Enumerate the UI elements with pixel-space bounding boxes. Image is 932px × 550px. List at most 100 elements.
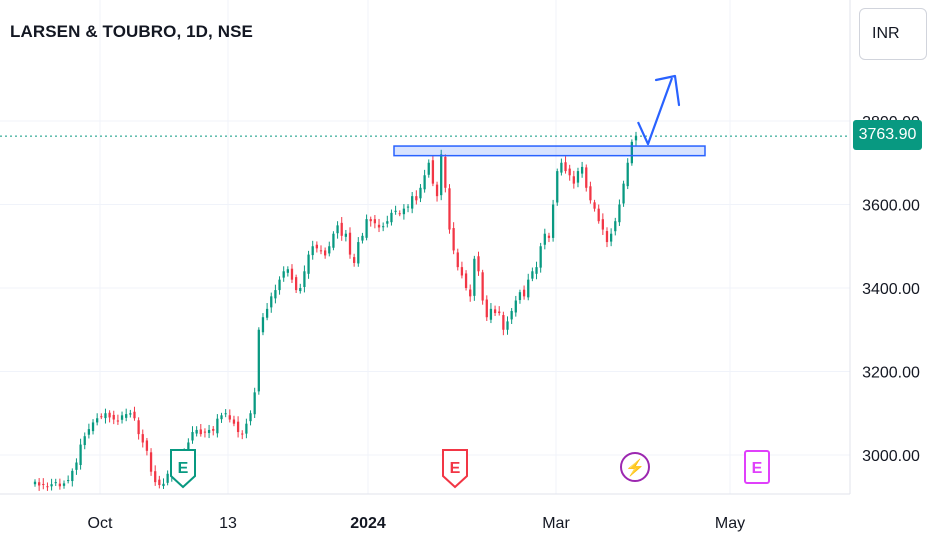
candle-body (369, 219, 372, 222)
candle-body (551, 204, 555, 238)
candle-body (609, 233, 613, 242)
candle-body (576, 171, 580, 183)
candle-body (406, 206, 410, 208)
candle-body (207, 429, 211, 434)
candle-body (630, 141, 633, 164)
candle-body (456, 252, 459, 268)
annotations-layer (0, 74, 850, 157)
candle-body (398, 213, 401, 215)
candle-body (236, 421, 240, 433)
earnings-marker-icon[interactable]: E (744, 450, 770, 484)
candle-body (493, 309, 497, 314)
candle-body (120, 415, 124, 420)
candle-body (518, 292, 522, 301)
candle-body (241, 433, 244, 435)
candle-body (411, 196, 414, 209)
candle-body (116, 420, 120, 422)
candle-body (212, 428, 215, 431)
y-tick-label: 3600.00 (862, 198, 920, 215)
candle-body (626, 162, 629, 187)
candle-body (448, 188, 451, 230)
candle-body (460, 267, 464, 276)
candle-body (154, 471, 157, 483)
candle-body (336, 225, 339, 234)
candle-body (514, 300, 517, 313)
candle-body (340, 222, 343, 236)
candle-body (564, 162, 567, 172)
candle-body (199, 429, 202, 435)
candle-body (423, 175, 426, 190)
candle-body (162, 483, 165, 487)
candle-body (510, 310, 513, 320)
candle-body (220, 415, 223, 420)
candle-body (282, 271, 285, 278)
candle-body (42, 483, 45, 485)
candle-body (452, 228, 455, 251)
candle-body (535, 267, 538, 274)
candle-body (431, 160, 435, 184)
candle-body (216, 418, 219, 434)
x-tick-label: Oct (88, 515, 113, 532)
currency-selector[interactable]: INR (859, 8, 927, 60)
candle-body (543, 233, 546, 245)
candle-body (485, 299, 488, 318)
candle-body (83, 436, 86, 446)
candle-body (307, 254, 310, 274)
candle-body (390, 212, 393, 223)
earnings-marker-icon[interactable]: E (170, 449, 196, 489)
candle-body (286, 269, 289, 273)
candle-body (427, 162, 430, 175)
candle-body (104, 413, 107, 419)
candle-body (149, 452, 153, 472)
candle-body (498, 311, 501, 314)
candles-layer (33, 131, 638, 491)
dividend-marker-icon[interactable]: ⚡ (620, 452, 650, 482)
candle-body (274, 290, 277, 299)
candle-body (112, 414, 115, 420)
candle-body (377, 224, 381, 228)
candle-body (464, 273, 468, 288)
candle-body (67, 480, 70, 482)
candle-body (75, 462, 78, 470)
candle-body (191, 432, 194, 441)
candle-body (129, 413, 132, 415)
resistance-zone (393, 145, 706, 157)
candle-body (357, 242, 360, 264)
candle-body (568, 168, 571, 176)
x-axis-labels: Oct 13 2024 Mar May (88, 515, 746, 532)
candle-body (38, 482, 41, 486)
candle-body (278, 279, 281, 291)
candle-body (556, 171, 559, 203)
candle-body (91, 422, 95, 432)
candle-body (270, 296, 273, 308)
candle-body (58, 483, 62, 487)
earnings-marker-icon[interactable]: E (442, 449, 468, 489)
candle-body (527, 279, 530, 298)
y-tick-label: 3400.00 (862, 281, 920, 298)
candle-body (419, 187, 422, 199)
x-tick-label: Mar (542, 515, 570, 532)
candle-body (489, 308, 493, 320)
candle-body (622, 183, 625, 204)
candle-body (481, 272, 484, 301)
candle-body (228, 415, 231, 420)
candle-body (361, 235, 364, 241)
candle-body (502, 315, 505, 330)
candle-body (440, 154, 443, 196)
candle-body (328, 246, 331, 254)
candle-body (580, 166, 584, 174)
candle-body (245, 423, 248, 434)
candle-body (373, 219, 377, 224)
candle-body (261, 317, 265, 333)
candle-body (71, 470, 74, 482)
candle-body (249, 413, 252, 422)
candle-body (303, 271, 306, 287)
candle-body (585, 167, 588, 188)
candle-body (137, 420, 140, 435)
event-marker-label: E (450, 460, 461, 477)
candle-body (605, 231, 609, 243)
candle-body (158, 479, 161, 486)
candle-body (166, 473, 169, 483)
